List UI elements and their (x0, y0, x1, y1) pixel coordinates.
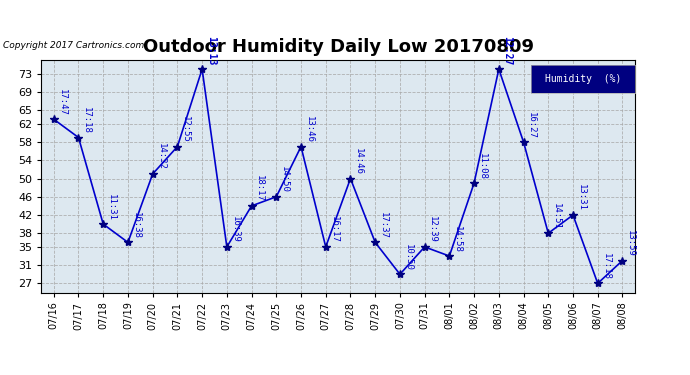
Text: 14:46: 14:46 (354, 148, 363, 175)
Text: 17:18: 17:18 (82, 107, 91, 134)
Text: 17:18: 17:18 (602, 253, 611, 280)
Text: 16:39: 16:39 (230, 216, 239, 243)
Text: 12:27: 12:27 (502, 36, 513, 66)
Text: 16:27: 16:27 (527, 111, 536, 138)
Text: 14:32: 14:32 (157, 144, 166, 170)
Text: 13:13: 13:13 (206, 36, 216, 66)
Text: 11:31: 11:31 (107, 194, 116, 220)
Text: 13:31: 13:31 (577, 184, 586, 211)
Text: 10:50: 10:50 (404, 244, 413, 271)
Text: 14:50: 14:50 (280, 166, 289, 193)
Text: 12:55: 12:55 (181, 116, 190, 143)
Text: Copyright 2017 Cartronics.com: Copyright 2017 Cartronics.com (3, 41, 145, 50)
Text: 18:17: 18:17 (255, 176, 264, 202)
Text: 14:51: 14:51 (552, 203, 561, 229)
Text: 16:17: 16:17 (329, 216, 339, 243)
Text: 14:58: 14:58 (453, 225, 462, 252)
Text: 13:46: 13:46 (305, 116, 314, 143)
Text: 11:08: 11:08 (477, 153, 487, 180)
Text: 16:38: 16:38 (132, 212, 141, 239)
Title: Outdoor Humidity Daily Low 20170809: Outdoor Humidity Daily Low 20170809 (143, 38, 533, 56)
Text: 13:59: 13:59 (626, 230, 635, 257)
Text: 17:47: 17:47 (57, 89, 66, 116)
Text: 17:37: 17:37 (379, 212, 388, 239)
Text: 12:39: 12:39 (428, 216, 437, 243)
